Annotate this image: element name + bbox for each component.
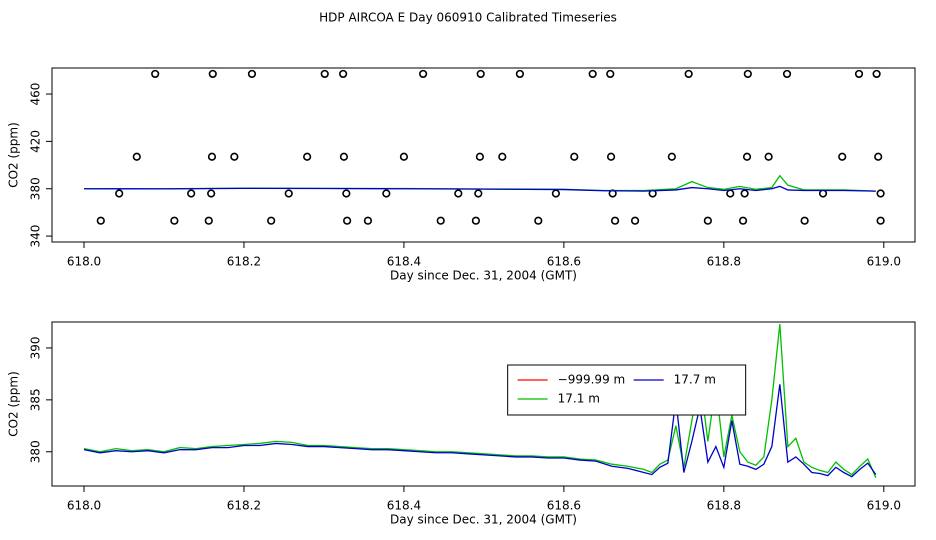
x-tick-label: 618.6 [547,499,581,513]
data-point [534,216,543,225]
data-point [399,152,409,161]
data-point [320,69,329,79]
data-point [208,69,217,79]
x-tick-label: 618.6 [547,255,581,269]
data-point [471,216,481,225]
x-tick-label: 618.8 [707,499,741,513]
data-point [475,152,485,161]
figure-title: HDP AIRCOA E Day 060910 Calibrated Times… [319,11,617,25]
data-point [740,189,749,198]
data-point [743,69,752,79]
x-tick-label: 619.0 [867,499,901,513]
y-tick-label: 420 [29,130,43,153]
x-axis-label: Day since Dec. 31, 2004 (GMT) [390,269,577,283]
data-point [382,189,391,198]
data-point [606,69,615,79]
data-point [132,152,141,161]
x-tick-label: 618.4 [387,255,421,269]
data-point [782,69,792,79]
data-point [204,216,213,225]
data-point [96,216,105,225]
data-point [284,189,293,198]
series-line [83,384,877,478]
data-point [874,152,883,161]
series-line [83,185,876,192]
x-tick-label: 618.8 [707,255,741,269]
data-point [170,216,179,225]
data-point [498,152,507,161]
x-tick-label: 618.2 [227,255,261,269]
y-axis-label: CO2 (ppm) [7,371,21,437]
data-point [838,152,847,161]
data-point [339,69,348,79]
x-tick-label: 618.4 [387,499,421,513]
y-tick-label: 380 [29,440,43,463]
data-point [207,152,217,161]
legend-label: 17.7 m [674,373,716,387]
data-point [684,69,693,79]
x-tick-label: 618.2 [227,499,261,513]
data-point [267,216,276,225]
data-point [551,189,560,198]
y-tick-label: 385 [29,388,43,411]
data-point [339,152,349,161]
y-axis-label: CO2 (ppm) [7,122,21,188]
data-point [606,152,616,161]
data-point [151,69,160,79]
data-point [454,189,463,198]
data-point [872,69,881,79]
data-point [630,216,640,225]
y-tick-label: 340 [29,225,43,248]
data-point [742,152,752,161]
data-point [303,152,312,161]
x-tick-label: 619.0 [867,255,901,269]
data-point [474,189,483,198]
data-point [764,152,773,161]
data-point [363,216,373,225]
legend-label: 17.1 m [558,392,600,406]
y-tick-label: 390 [29,336,43,359]
data-point [667,152,676,161]
y-tick-label: 460 [29,83,43,106]
data-point [876,189,885,198]
x-tick-label: 618.0 [67,499,101,513]
data-point [588,69,597,79]
x-tick-label: 618.0 [67,255,101,269]
data-point [738,216,748,225]
data-point [703,216,712,225]
series-line [83,324,877,478]
legend-label: −999.99 m [558,373,626,387]
plot-frame [51,67,916,243]
x-axis-label: Day since Dec. 31, 2004 (GMT) [390,513,577,527]
data-point [187,189,196,198]
data-point [854,69,864,79]
data-point [230,152,239,161]
data-point [876,216,885,225]
data-point [476,69,485,79]
data-point [207,189,216,198]
data-point [800,216,809,225]
data-point [436,216,445,225]
data-point [570,152,579,161]
data-point [343,216,352,225]
data-point [247,69,257,79]
data-point [515,69,524,79]
data-point [419,69,428,79]
y-tick-label: 380 [29,177,43,200]
legend-box [507,364,747,416]
data-point [342,189,351,198]
data-point [115,189,124,198]
plot-frame [51,321,916,487]
data-point [610,216,620,225]
